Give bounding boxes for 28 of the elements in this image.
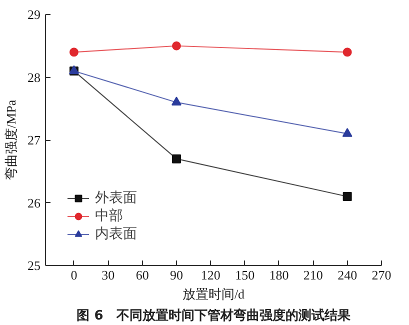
legend-label: 外表面 [95, 190, 137, 207]
point [172, 154, 181, 164]
x-tick-label: 150 [235, 268, 255, 282]
x-tick-label: 120 [200, 268, 220, 282]
y-tick-label: 28 [28, 70, 40, 85]
point [171, 96, 182, 106]
point [172, 41, 181, 50]
x-tick-label: 90 [170, 268, 183, 282]
y-axis-title: 弯曲强度/MPa [4, 100, 18, 180]
caption: 图 6 不同放置时间下管材弯曲强度的测试结果 [76, 308, 352, 324]
legend-label: 内表面 [95, 226, 137, 243]
x-tick-label: 240 [338, 268, 358, 282]
x-tick-label: 180 [269, 268, 289, 282]
point [342, 128, 352, 137]
y-tick-label: 25 [28, 258, 40, 273]
legend-label: 中部 [95, 208, 123, 225]
point [69, 48, 78, 57]
x-tick-label: 0 [70, 268, 78, 282]
x-tick-label: 270 [372, 268, 392, 282]
point [342, 48, 352, 57]
x-tick-label: 210 [303, 268, 323, 282]
x-tick-label: 60 [136, 268, 149, 282]
x-axis-title: 放置时间/d [182, 286, 246, 302]
point [342, 192, 352, 201]
x-tick-label: 30 [102, 268, 115, 282]
y-tick-label: 26 [28, 195, 41, 210]
y-tick-label: 27 [28, 132, 41, 148]
y-tick-label: 29 [28, 7, 40, 22]
